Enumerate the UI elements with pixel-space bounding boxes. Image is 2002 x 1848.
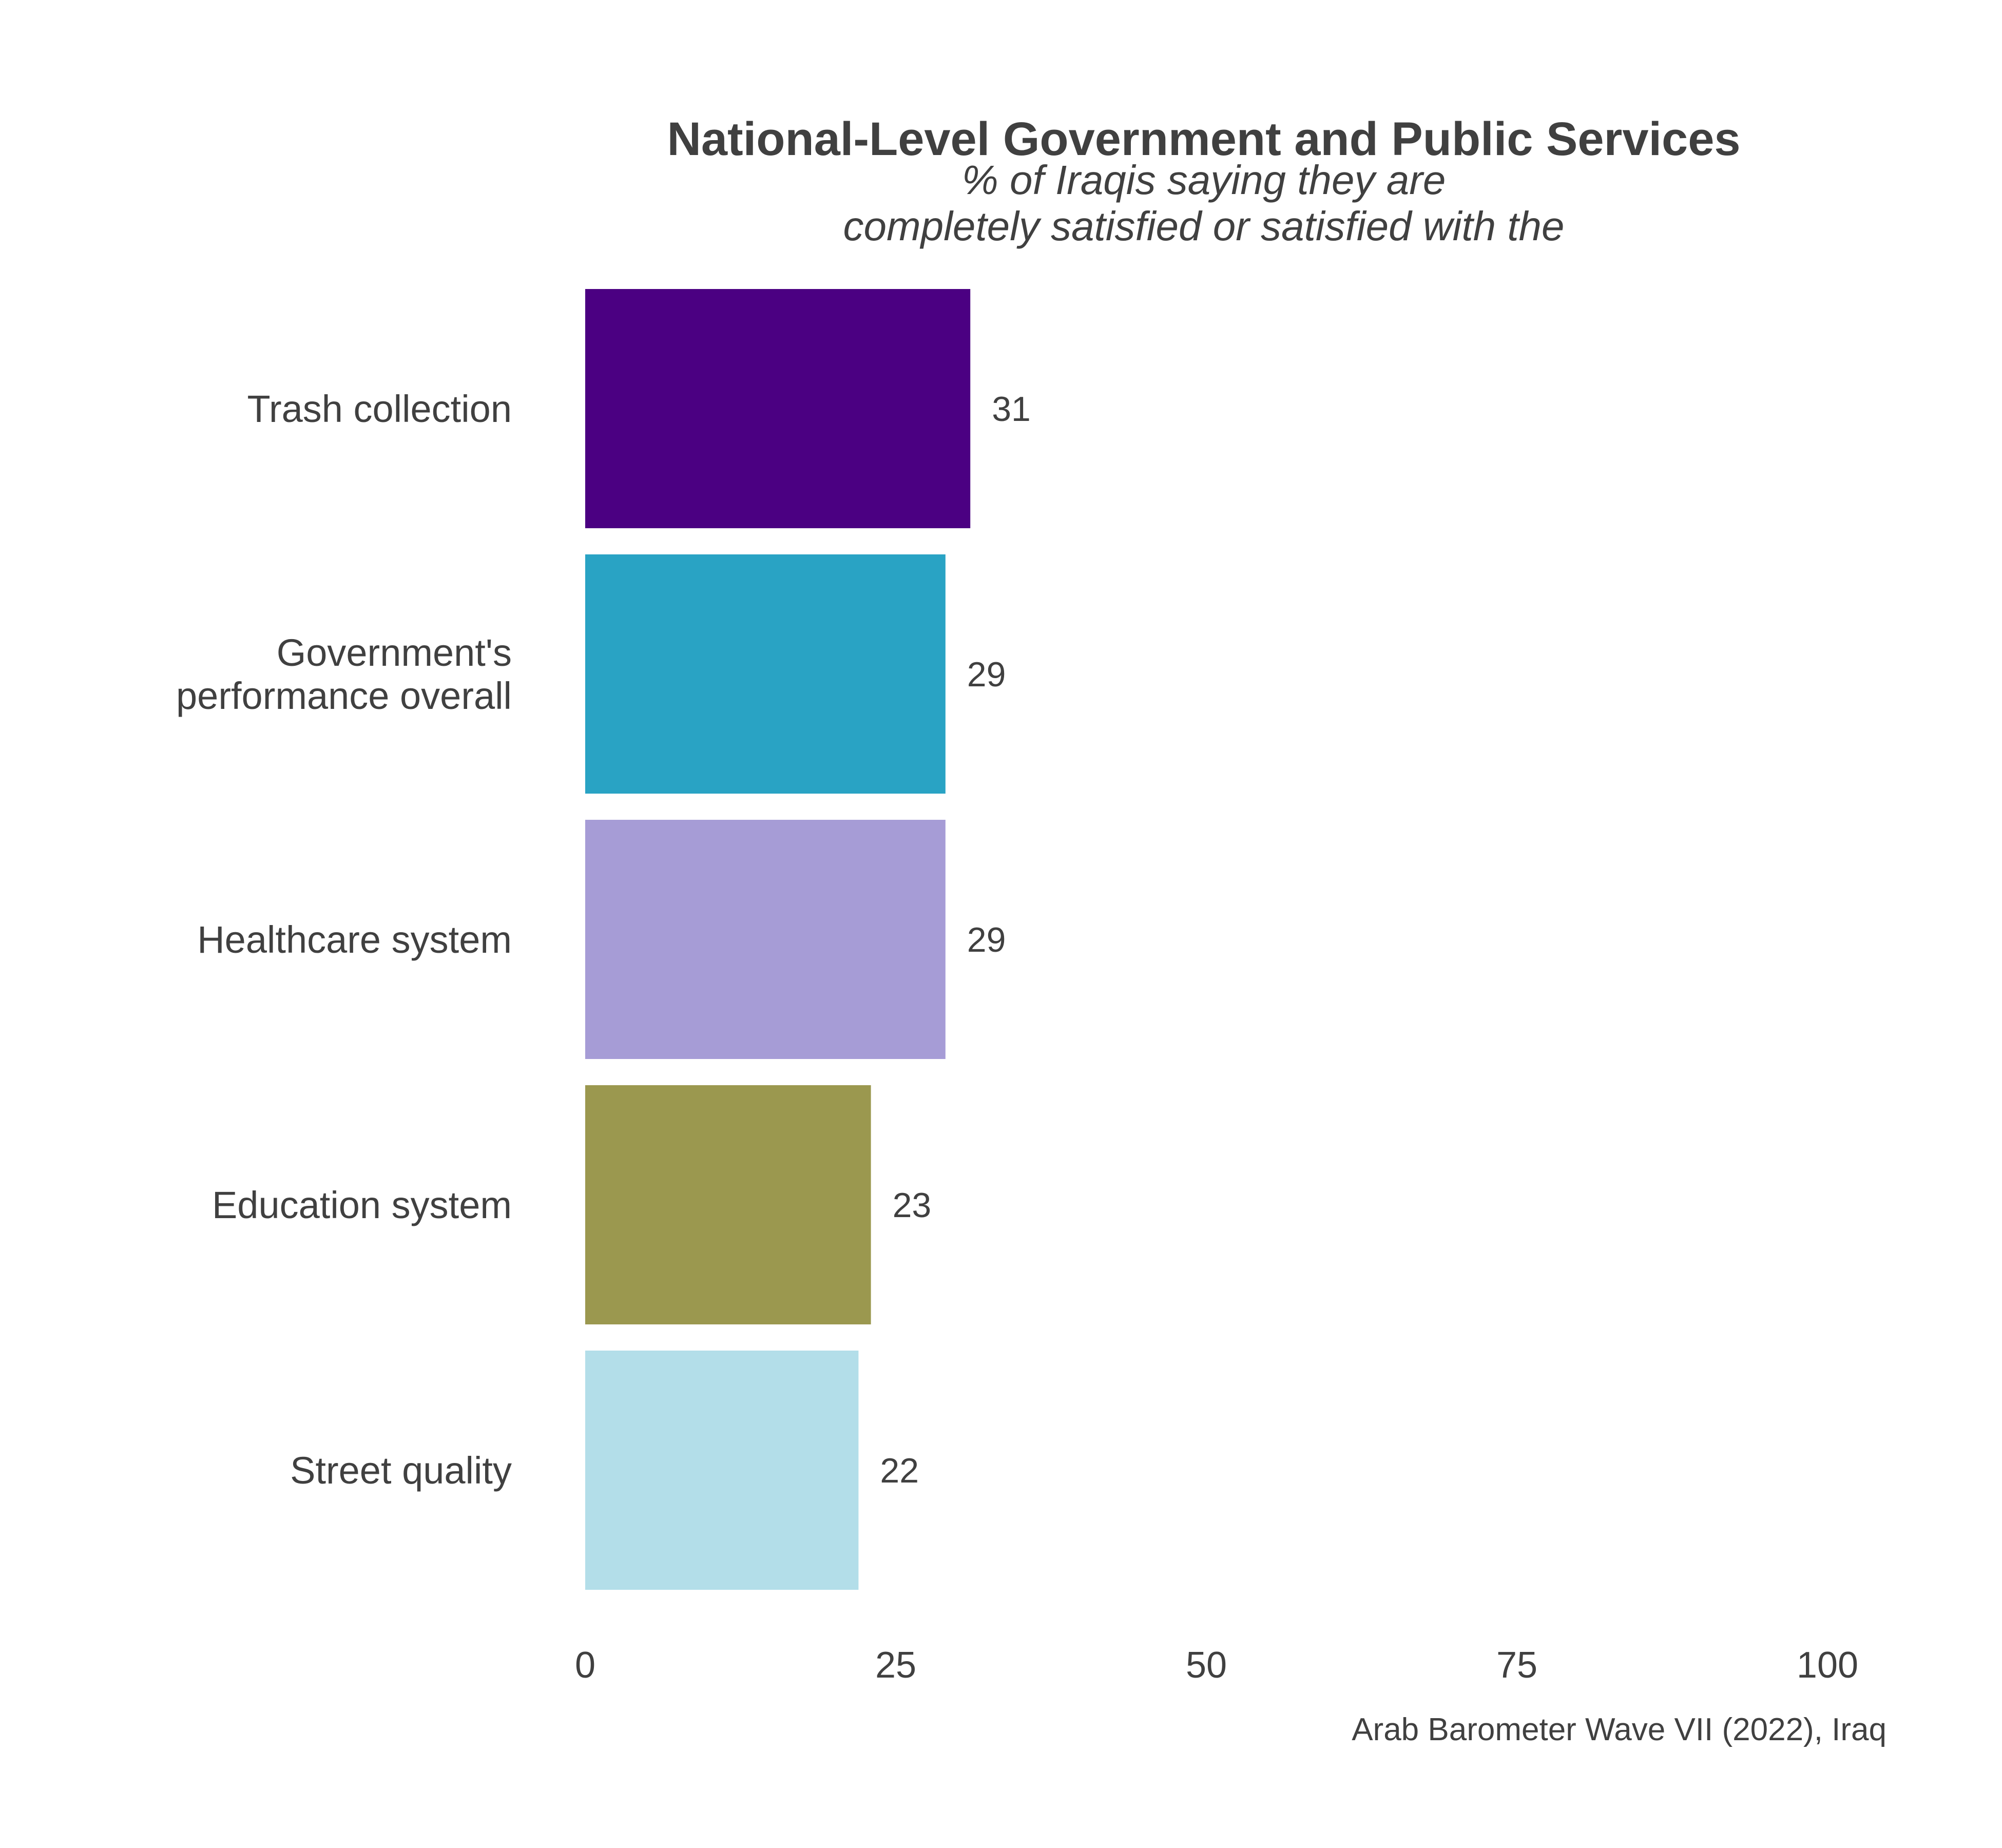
bar-value-label: 29 <box>967 920 1006 959</box>
chart-subtitle-line: completely satisfied or satisfied with t… <box>843 203 1564 249</box>
chart-subtitle: % of Iraqis saying they are completely sa… <box>843 157 1564 249</box>
x-tick-label: 25 <box>875 1645 916 1686</box>
x-tick-label: 100 <box>1797 1645 1858 1686</box>
category-label: Education system <box>212 1184 512 1226</box>
bar <box>585 554 946 794</box>
bar <box>585 1085 871 1324</box>
category-label: Street quality <box>290 1449 512 1492</box>
bar-value-label: 23 <box>893 1186 932 1225</box>
bar <box>585 1351 859 1590</box>
chart-subtitle-line: % of Iraqis saying they are <box>962 157 1446 203</box>
x-axis: 0 25 50 75 100 <box>575 1645 1858 1686</box>
category-labels: Trash collection Government's performance … <box>176 388 512 1492</box>
value-labels: 31 29 29 23 22 <box>880 390 1030 1490</box>
category-label: Healthcare system <box>197 918 512 961</box>
x-tick-label: 75 <box>1496 1645 1537 1686</box>
bar-value-label: 31 <box>992 390 1031 429</box>
bars-group <box>585 289 971 1590</box>
category-label-line: Trash collection <box>247 388 512 430</box>
x-tick-label: 50 <box>1186 1645 1227 1686</box>
bar <box>585 289 971 528</box>
category-label: Trash collection <box>247 388 512 430</box>
bar <box>585 820 946 1059</box>
bar-value-label: 29 <box>967 655 1006 694</box>
category-label-line: Healthcare system <box>197 918 512 961</box>
category-label-line: Education system <box>212 1184 512 1226</box>
x-tick-label: 0 <box>575 1645 595 1686</box>
category-label-line: Government's <box>277 631 512 674</box>
chart-caption: Arab Barometer Wave VII (2022), Iraq <box>1352 1712 1886 1747</box>
category-label: Government's performance overall <box>176 631 512 717</box>
category-label-line: Street quality <box>290 1449 512 1492</box>
category-label-line: performance overall <box>176 675 512 717</box>
chart-title: National-Level Government and Public Ser… <box>667 113 1740 165</box>
bar-value-label: 22 <box>880 1451 919 1490</box>
